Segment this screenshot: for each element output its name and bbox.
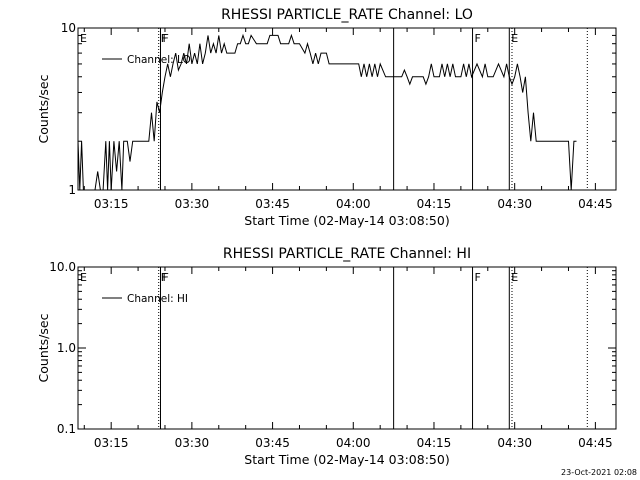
- y-tick-label: 10.0: [49, 260, 76, 274]
- x-axis-label: Start Time (02-May-14 03:08:50): [244, 213, 449, 228]
- y-tick-label: 0.1: [57, 422, 76, 436]
- y-tick-label: 1: [68, 183, 76, 197]
- event-marker-label: E: [511, 271, 518, 284]
- event-marker-label: F: [162, 271, 168, 284]
- data-series-line-0: [77, 33, 577, 191]
- x-tick-label: 03:45: [255, 197, 290, 211]
- x-axis-label: Start Time (02-May-14 03:08:50): [244, 452, 449, 467]
- event-marker-label: F: [161, 32, 167, 45]
- x-tick-label: 03:15: [94, 197, 129, 211]
- x-tick-label: 03:15: [94, 436, 129, 450]
- event-marker-label: F: [475, 32, 481, 45]
- x-tick-label: 03:30: [175, 197, 210, 211]
- plot-frame: [77, 27, 617, 191]
- x-tick-label: 03:30: [175, 436, 210, 450]
- x-tick-label: 04:15: [417, 436, 452, 450]
- x-tick-label: 04:00: [336, 197, 371, 211]
- event-marker-label: F: [475, 271, 481, 284]
- print-timestamp: 23-Oct-2021 02:08: [561, 468, 637, 477]
- y-axis-label: Counts/sec: [36, 313, 51, 382]
- chart-panels: RHESSI PARTICLE_RATE Channel: LO Start Ti…: [36, 7, 617, 467]
- event-marker-label: E: [80, 271, 87, 284]
- x-tick-label: 03:45: [255, 436, 290, 450]
- x-tick-label: 04:00: [336, 436, 371, 450]
- legend-label: Channel: HI: [127, 293, 188, 305]
- event-marker-label: E: [80, 32, 87, 45]
- y-axis-label: Counts/sec: [36, 74, 51, 143]
- event-marker-label: E: [511, 32, 518, 45]
- x-tick-label: 04:45: [578, 436, 613, 450]
- x-tick-label: 04:30: [497, 436, 532, 450]
- chart-panel-0: RHESSI PARTICLE_RATE Channel: LO Start Ti…: [36, 7, 617, 228]
- x-tick-label: 04:15: [417, 197, 452, 211]
- x-tick-label: 04:45: [578, 197, 613, 211]
- chart-title: RHESSI PARTICLE_RATE Channel: LO: [221, 7, 473, 23]
- event-marker-label: F: [161, 271, 167, 284]
- x-tick-label: 04:30: [497, 197, 532, 211]
- y-tick-label: 10: [61, 21, 76, 35]
- chart-panel-1: RHESSI PARTICLE_RATE Channel: HI Start Ti…: [36, 246, 617, 467]
- event-marker-label: F: [162, 32, 168, 45]
- chart-title: RHESSI PARTICLE_RATE Channel: HI: [223, 246, 471, 262]
- y-tick-label: 1.0: [57, 341, 76, 355]
